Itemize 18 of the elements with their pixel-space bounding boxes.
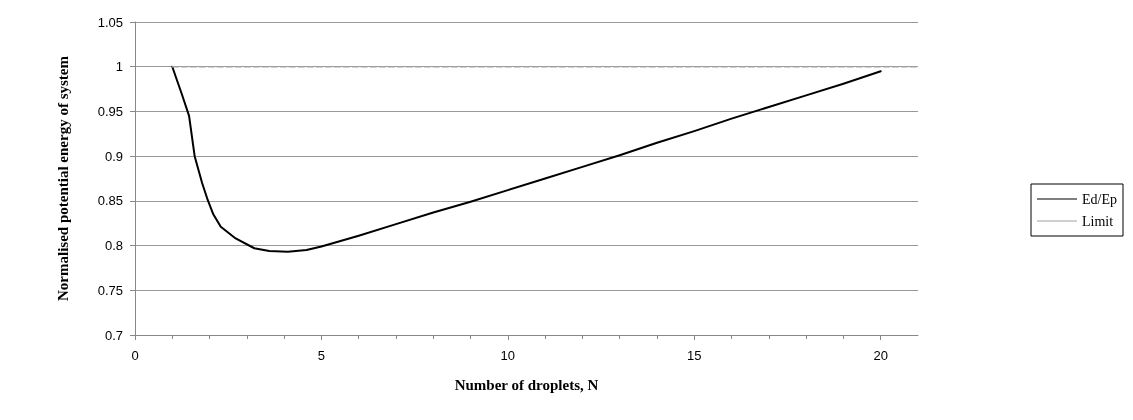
y-tick-label: 0.9	[104, 148, 123, 164]
y-tick-label: 0.75	[97, 282, 123, 298]
x-tick-label: 15	[687, 348, 702, 363]
legend-label: Limit	[1082, 213, 1114, 229]
x-tick-label: 10	[500, 348, 516, 363]
y-tick-label: 0.8	[104, 238, 123, 254]
x-tick-label: 5	[317, 348, 326, 363]
y-tick-label: 0.7	[104, 327, 123, 343]
legend-label: Ed/Ep	[1082, 191, 1118, 207]
y-tick-label: 0.95	[97, 103, 123, 119]
x-tick-label: 20	[873, 348, 888, 363]
y-tick-label: 0.85	[97, 193, 123, 209]
x-axis-title: Number of droplets, N	[454, 376, 599, 393]
y-axis-title: Normalised potential energy of system	[55, 55, 71, 301]
y-tick-label: 1	[115, 59, 123, 75]
line-series	[171, 65, 882, 253]
x-tick-label: 0	[131, 348, 139, 363]
y-tick-label: 1.05	[97, 14, 123, 30]
